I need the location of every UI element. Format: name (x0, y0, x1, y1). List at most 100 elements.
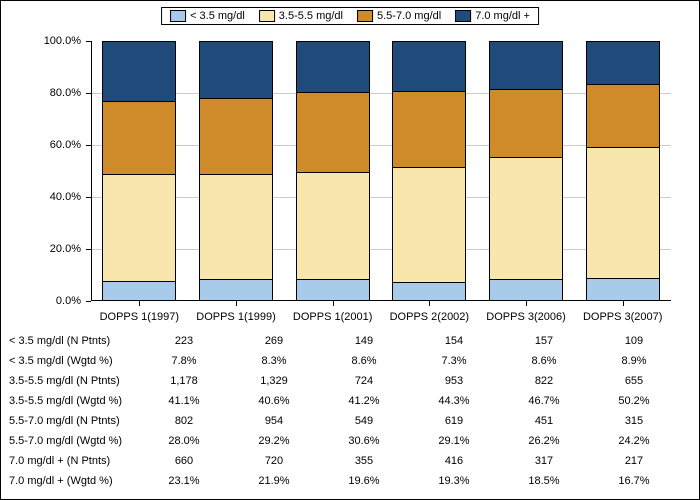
bar-slot: DOPPS 3(2007) (574, 41, 671, 301)
xtick-label: DOPPS 1(1999) (196, 311, 275, 323)
table-cell: 549 (319, 415, 409, 427)
table-cell: 660 (139, 455, 229, 467)
bar-segment (102, 41, 176, 101)
table-cell: 953 (409, 375, 499, 387)
bar-segment (199, 41, 273, 98)
xtick-label: DOPPS 3(2006) (486, 311, 565, 323)
ytick-label: 40.0% (50, 191, 81, 203)
legend-label: 7.0 mg/dl + (475, 10, 530, 22)
row-label: 5.5-7.0 mg/dl (N Ptnts) (1, 415, 139, 427)
bar-segment (296, 41, 370, 92)
table-cell: 18.5% (499, 475, 589, 487)
table-row: 5.5-7.0 mg/dl (Wgtd %)28.0%29.2%30.6%29.… (1, 431, 700, 451)
ytick-label: 0.0% (56, 295, 81, 307)
table-cell: 50.2% (589, 395, 679, 407)
bar-segment (586, 84, 660, 147)
legend-item: 7.0 mg/dl + (455, 10, 530, 22)
table-cell: 315 (589, 415, 679, 427)
table-cell: 223 (139, 335, 229, 347)
bar-segment (586, 41, 660, 84)
xtick-mark (526, 301, 527, 306)
bar-segment (489, 157, 563, 278)
stacked-bar (102, 41, 176, 301)
table-cell: 802 (139, 415, 229, 427)
bar-segment (586, 147, 660, 278)
row-cells: 28.0%29.2%30.6%29.1%26.2%24.2% (139, 435, 679, 447)
bar-segment (199, 279, 273, 301)
row-cells: 660720355416317217 (139, 455, 679, 467)
table-cell: 41.2% (319, 395, 409, 407)
xtick-label: DOPPS 3(2007) (583, 311, 662, 323)
stacked-bar (296, 41, 370, 301)
xtick-mark (429, 301, 430, 306)
table-cell: 23.1% (139, 475, 229, 487)
bar-segment (392, 282, 466, 301)
table-cell: 8.6% (319, 355, 409, 367)
table-cell: 724 (319, 375, 409, 387)
table-cell: 317 (499, 455, 589, 467)
table-row: 5.5-7.0 mg/dl (N Ptnts)80295454961945131… (1, 411, 700, 431)
bars-container: DOPPS 1(1997)DOPPS 1(1999)DOPPS 1(2001)D… (91, 41, 671, 301)
data-table: < 3.5 mg/dl (N Ptnts)223269149154157109 <… (1, 331, 700, 491)
table-cell: 355 (319, 455, 409, 467)
row-label: 3.5-5.5 mg/dl (N Ptnts) (1, 375, 139, 387)
bar-slot: DOPPS 1(2001) (284, 41, 381, 301)
row-cells: 23.1%21.9%19.6%19.3%18.5%16.7% (139, 475, 679, 487)
bar-segment (489, 41, 563, 89)
legend-item: 5.5-7.0 mg/dl (357, 10, 441, 22)
stacked-bar (199, 41, 273, 301)
ytick-label: 80.0% (50, 87, 81, 99)
table-row: 3.5-5.5 mg/dl (N Ptnts)1,1781,3297249538… (1, 371, 700, 391)
table-cell: 217 (589, 455, 679, 467)
row-label: 3.5-5.5 mg/dl (Wgtd %) (1, 395, 139, 407)
row-cells: 802954549619451315 (139, 415, 679, 427)
stacked-bar (489, 41, 563, 301)
ytick-label: 60.0% (50, 139, 81, 151)
stacked-bar (392, 41, 466, 301)
table-cell: 19.3% (409, 475, 499, 487)
table-cell: 26.2% (499, 435, 589, 447)
table-cell: 451 (499, 415, 589, 427)
chart-frame: < 3.5 mg/dl 3.5-5.5 mg/dl 5.5-7.0 mg/dl … (0, 0, 700, 500)
legend-item: 3.5-5.5 mg/dl (259, 10, 343, 22)
legend: < 3.5 mg/dl 3.5-5.5 mg/dl 5.5-7.0 mg/dl … (161, 7, 539, 25)
table-cell: 619 (409, 415, 499, 427)
xtick-mark (333, 301, 334, 306)
table-cell: 7.8% (139, 355, 229, 367)
table-cell: 8.6% (499, 355, 589, 367)
row-label: 5.5-7.0 mg/dl (Wgtd %) (1, 435, 139, 447)
table-cell: 40.6% (229, 395, 319, 407)
legend-item: < 3.5 mg/dl (170, 10, 245, 22)
bar-segment (296, 172, 370, 279)
bar-segment (102, 101, 176, 174)
table-cell: 41.1% (139, 395, 229, 407)
bar-segment (199, 174, 273, 280)
table-cell: 1,329 (229, 375, 319, 387)
legend-swatch (259, 10, 275, 22)
legend-label: 3.5-5.5 mg/dl (279, 10, 343, 22)
legend-swatch (357, 10, 373, 22)
bar-segment (489, 279, 563, 301)
row-label: 7.0 mg/dl + (N Ptnts) (1, 455, 139, 467)
table-cell: 28.0% (139, 435, 229, 447)
bar-segment (102, 174, 176, 281)
row-cells: 1,1781,329724953822655 (139, 375, 679, 387)
table-cell: 269 (229, 335, 319, 347)
stacked-bar (586, 41, 660, 301)
row-cells: 41.1%40.6%41.2%44.3%46.7%50.2% (139, 395, 679, 407)
table-cell: 7.3% (409, 355, 499, 367)
table-row: < 3.5 mg/dl (N Ptnts)223269149154157109 (1, 331, 700, 351)
table-cell: 30.6% (319, 435, 409, 447)
table-row: 7.0 mg/dl + (Wgtd %)23.1%21.9%19.6%19.3%… (1, 471, 700, 491)
table-cell: 8.3% (229, 355, 319, 367)
legend-swatch (170, 10, 186, 22)
table-cell: 8.9% (589, 355, 679, 367)
xtick-mark (236, 301, 237, 306)
xtick-label: DOPPS 1(1997) (100, 311, 179, 323)
bar-segment (199, 98, 273, 174)
row-label: < 3.5 mg/dl (Wgtd %) (1, 355, 139, 367)
table-cell: 19.6% (319, 475, 409, 487)
table-cell: 24.2% (589, 435, 679, 447)
legend-label: < 3.5 mg/dl (190, 10, 245, 22)
xtick-mark (623, 301, 624, 306)
